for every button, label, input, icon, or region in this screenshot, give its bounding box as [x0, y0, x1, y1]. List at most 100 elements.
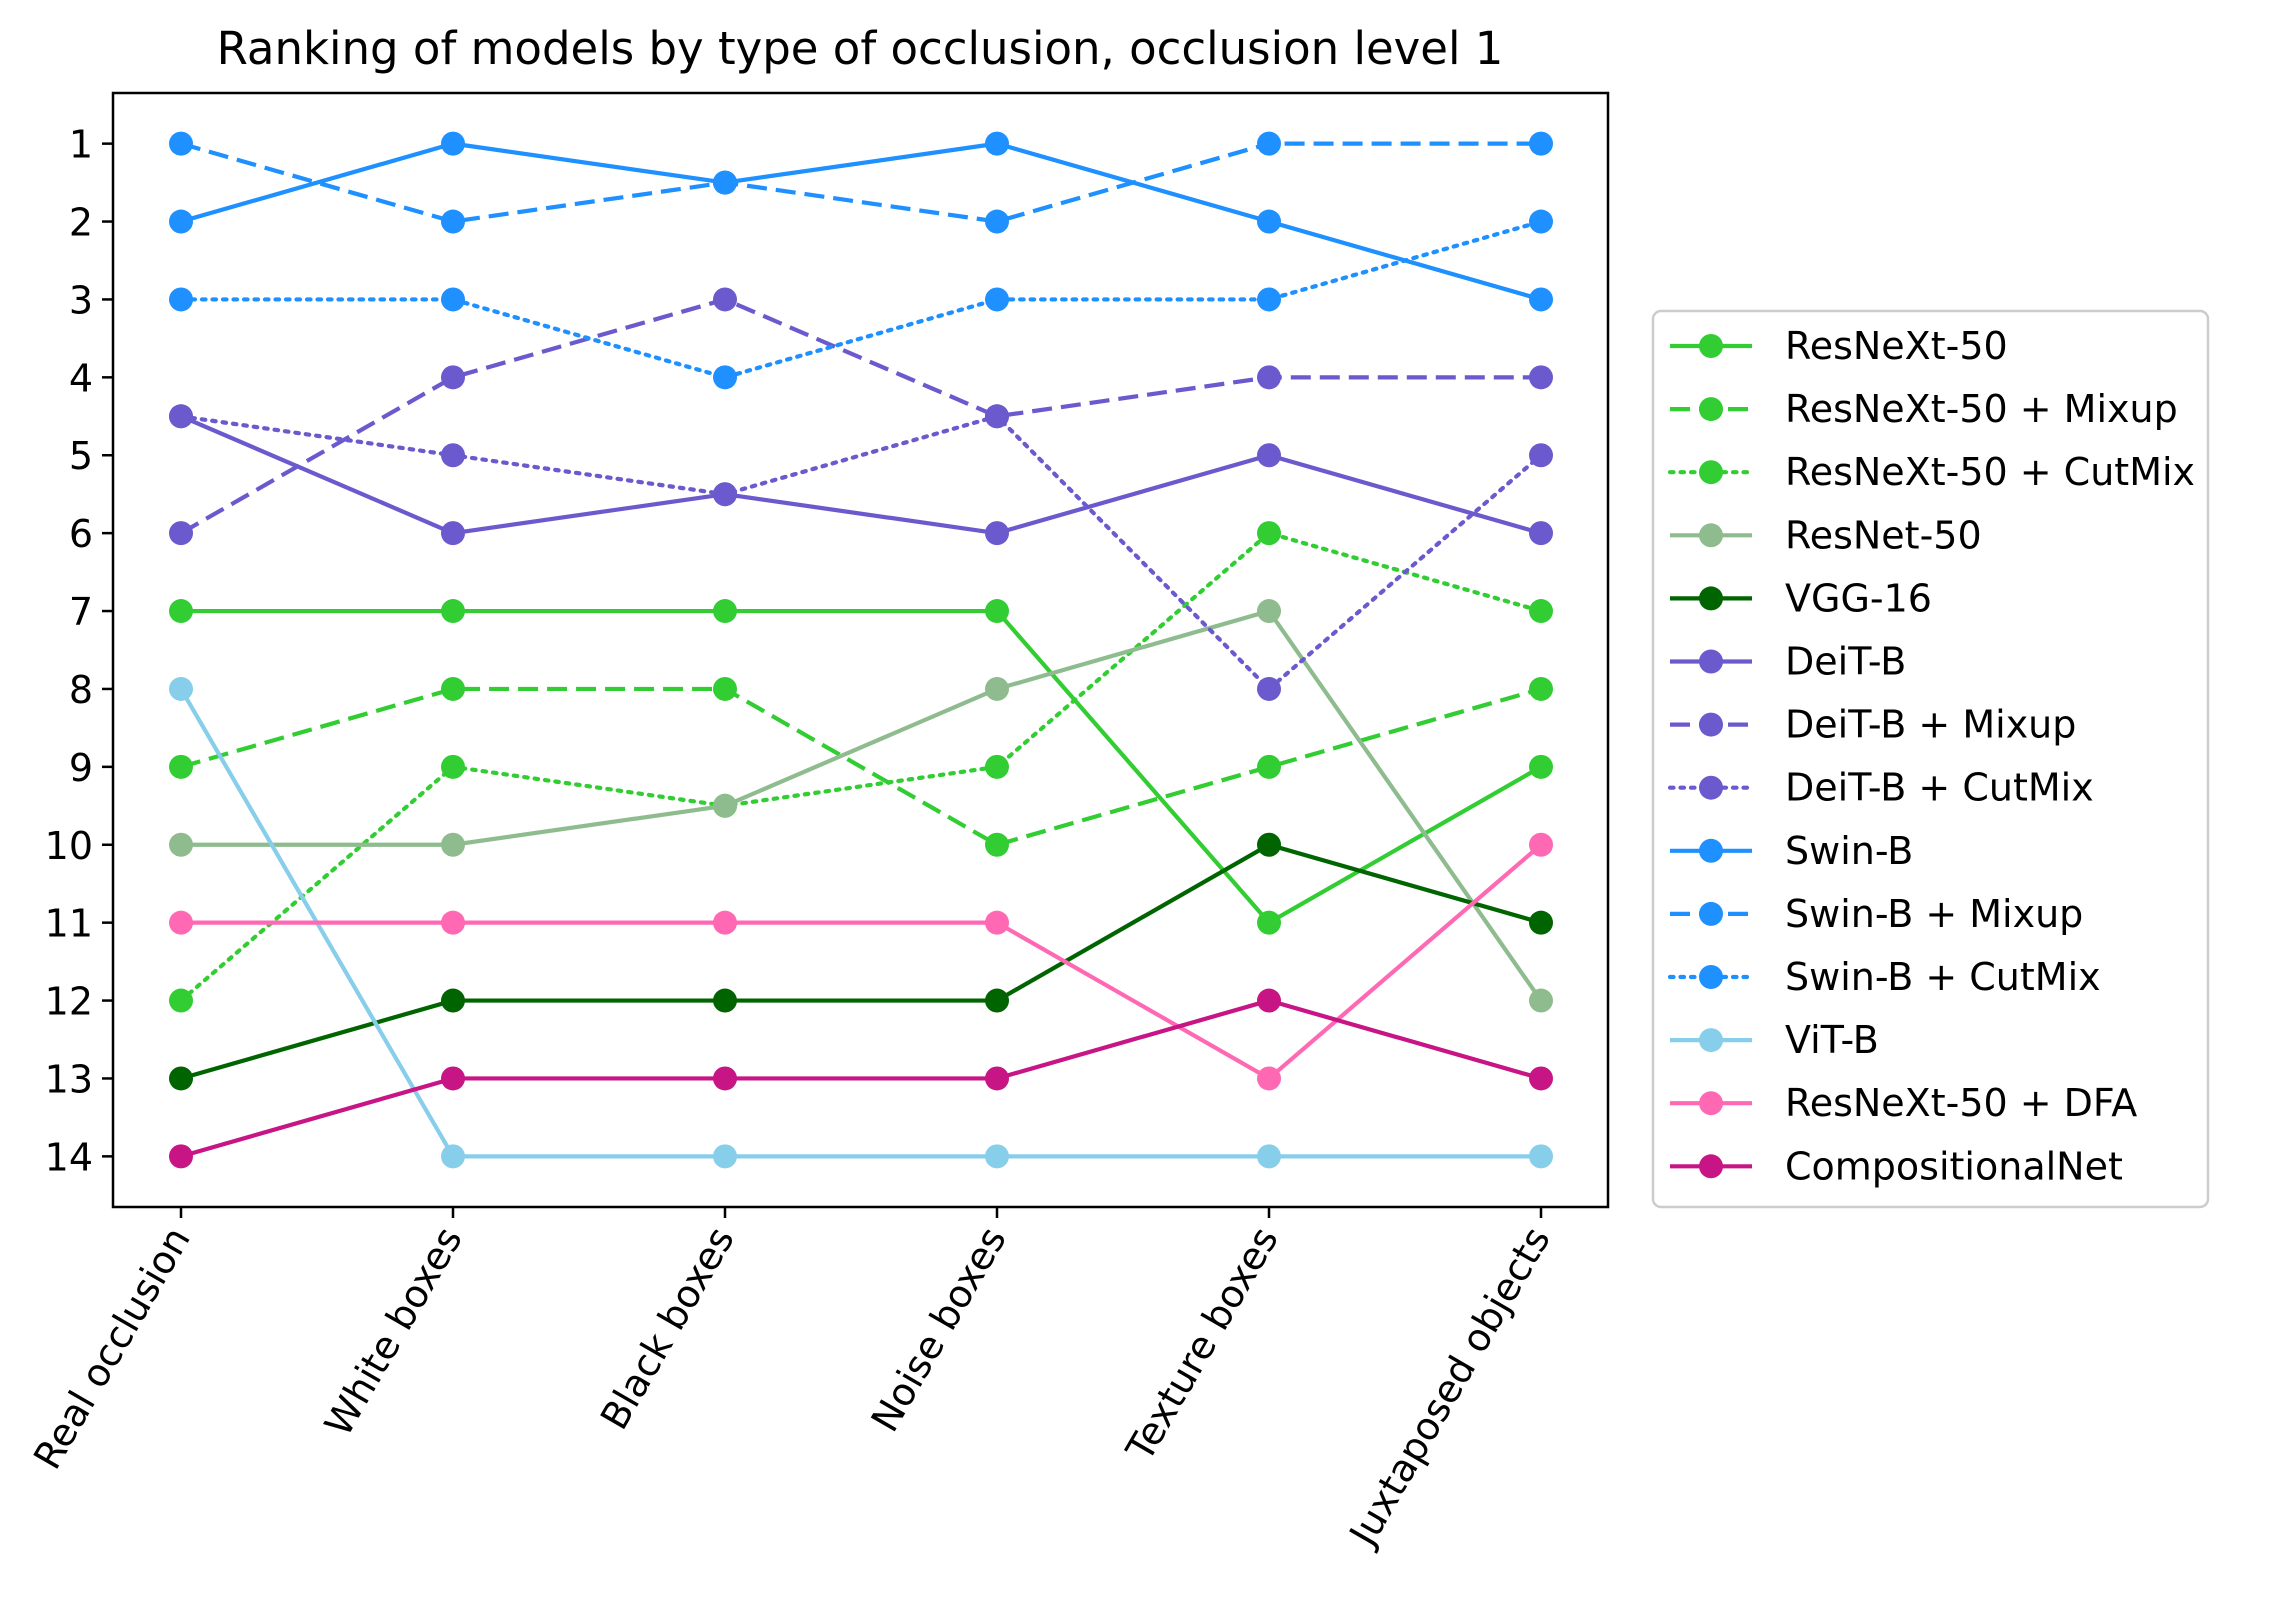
legend-label: DeiT-B + CutMix [1785, 766, 2094, 810]
series-11 [169, 676, 1553, 1169]
data-point [1529, 754, 1553, 779]
data-point [441, 988, 465, 1013]
legend-item: Swin-B + Mixup [1670, 892, 2083, 936]
data-point [1257, 988, 1281, 1013]
data-point [441, 754, 465, 779]
data-point [441, 521, 465, 546]
legend-swatch-marker [1699, 523, 1723, 548]
legend-swatch-marker [1699, 775, 1723, 800]
data-point [985, 287, 1009, 312]
data-point [985, 1144, 1009, 1169]
legend-swatch-marker [1699, 965, 1723, 989]
data-point [1529, 1066, 1553, 1091]
series-line [178, 219, 1544, 380]
series-line [179, 297, 1541, 535]
data-point [1529, 287, 1553, 312]
legend-swatch-marker [1699, 712, 1723, 737]
y-tick-label: 3 [69, 278, 93, 322]
series-line [178, 531, 1544, 1003]
series-1 [169, 676, 1553, 857]
data-point [1257, 443, 1281, 468]
series-line [181, 608, 1543, 1002]
data-point [985, 404, 1009, 429]
legend-item: ResNet-50 [1670, 513, 1982, 557]
data-point [169, 1144, 193, 1169]
data-point [441, 131, 465, 156]
legend-item: ResNeXt-50 [1670, 324, 2008, 368]
legend-item: ResNeXt-50 + DFA [1670, 1081, 2137, 1125]
data-point [1529, 988, 1553, 1013]
data-point [1529, 676, 1553, 701]
data-point [441, 365, 465, 390]
data-point [441, 1066, 465, 1091]
series-12 [169, 832, 1553, 1091]
data-point [169, 754, 193, 779]
data-point [169, 521, 193, 546]
data-point [713, 482, 737, 507]
legend-label: ResNeXt-50 + CutMix [1785, 450, 2195, 494]
series-line [181, 608, 1543, 925]
legend-item: ResNeXt-50 + Mixup [1670, 387, 2178, 431]
legend-label: DeiT-B [1785, 640, 1906, 684]
data-point [985, 754, 1009, 779]
data-point [713, 910, 737, 935]
legend-item: DeiT-B + Mixup [1670, 703, 2076, 747]
data-point [985, 131, 1009, 156]
data-point [441, 599, 465, 624]
data-point [1257, 209, 1281, 234]
data-point [169, 287, 193, 312]
legend-swatch-marker [1699, 334, 1723, 358]
legend-label: Swin-B + CutMix [1785, 955, 2101, 999]
y-tick-label: 8 [69, 668, 93, 712]
y-tick-label: 4 [69, 356, 93, 400]
data-point [713, 599, 737, 624]
y-tick-label: 14 [45, 1135, 93, 1179]
series-7 [169, 404, 1553, 701]
data-point [1257, 1144, 1281, 1169]
data-point [441, 676, 465, 701]
legend-item: Swin-B + CutMix [1667, 955, 2101, 999]
legend-item: Swin-B [1670, 829, 1913, 873]
data-point [169, 832, 193, 857]
data-point [441, 287, 465, 312]
data-point [985, 910, 1009, 935]
data-point [1529, 521, 1553, 546]
legend-item: CompositionalNet [1670, 1144, 2123, 1188]
data-point [713, 170, 737, 195]
plot-frame [111, 91, 1610, 1209]
series-layer [169, 131, 1553, 1169]
data-point [1257, 1066, 1281, 1091]
chart-title: Ranking of models by type of occlusion, … [217, 22, 1504, 75]
legend-swatch-marker [1699, 838, 1723, 863]
data-point [1529, 832, 1553, 857]
series-line [181, 843, 1543, 1081]
legend-swatch-marker [1699, 1028, 1723, 1053]
series-10 [169, 209, 1553, 390]
data-point [169, 676, 193, 701]
data-point [713, 287, 737, 312]
series-line [180, 998, 1542, 1159]
legend-swatch-marker [1699, 586, 1723, 611]
legend-item: DeiT-B [1670, 640, 1906, 684]
data-point [169, 131, 193, 156]
y-tick-label: 11 [45, 902, 93, 946]
data-point [1257, 521, 1281, 546]
series-9 [169, 131, 1553, 234]
series-line [180, 414, 1542, 536]
legend-label: ResNeXt-50 [1785, 324, 2008, 368]
y-tick-label: 2 [69, 201, 93, 245]
data-point [713, 365, 737, 390]
data-point [169, 209, 193, 234]
data-point [169, 910, 193, 935]
legend-item: ViT-B [1670, 1018, 1879, 1062]
legend-label: DeiT-B + Mixup [1785, 703, 2076, 747]
data-point [169, 599, 193, 624]
series-6 [169, 287, 1553, 546]
data-point [169, 1066, 193, 1091]
data-point [985, 676, 1009, 701]
data-point [441, 1144, 465, 1169]
legend-swatch-marker [1699, 460, 1723, 485]
data-point [985, 599, 1009, 624]
y-tick-label: 1 [69, 123, 93, 167]
